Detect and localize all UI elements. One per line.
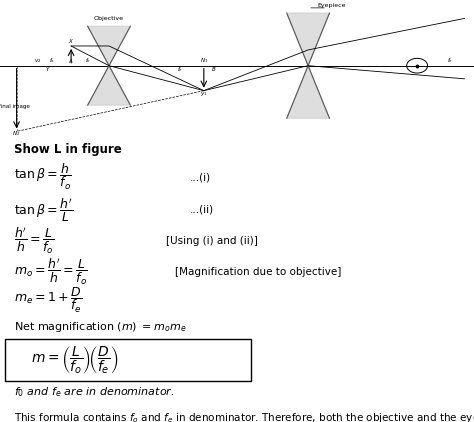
Text: $m_o = \dfrac{h^{\prime}}{h} = \dfrac{L}{f_o}$: $m_o = \dfrac{h^{\prime}}{h} = \dfrac{L}… [14,257,88,287]
Text: $m_e = 1 + \dfrac{D}{f_e}$: $m_e = 1 + \dfrac{D}{f_e}$ [14,286,83,315]
Text: Show L in figure: Show L in figure [14,143,122,156]
Text: Net magnification $(m)$ $= m_o m_e$: Net magnification $(m)$ $= m_o m_e$ [14,320,187,334]
Text: ...(ii): ...(ii) [190,205,214,215]
Text: $v_2$: $v_2$ [34,57,42,65]
Text: $f_0$ and $f_e$ are in denominator.: $f_0$ and $f_e$ are in denominator. [14,385,175,399]
Text: $f_o$: $f_o$ [85,57,91,65]
Text: $N_1$: $N_1$ [200,57,208,65]
Text: $N_2$: $N_2$ [12,129,21,138]
Text: $f_e$: $f_e$ [177,65,183,74]
Bar [5,338,251,381]
Text: Final image: Final image [0,104,29,109]
Text: $B$: $B$ [210,65,216,73]
Text: $A$: $A$ [68,57,74,65]
Text: $X$: $X$ [68,37,74,45]
Text: $\tan \beta = \dfrac{h}{f_o}$: $\tan \beta = \dfrac{h}{f_o}$ [14,162,72,192]
Polygon shape [287,13,329,118]
Text: $\dfrac{h^{\prime}}{h} = \dfrac{L}{f_o}$: $\dfrac{h^{\prime}}{h} = \dfrac{L}{f_o}$ [14,226,55,256]
Text: $m = \left(\dfrac{L}{f_o}\right)\!\left(\dfrac{D}{f_e}\right)$: $m = \left(\dfrac{L}{f_o}\right)\!\left(… [31,344,118,376]
Text: Eyepiece: Eyepiece [318,3,346,8]
Text: Objective: Objective [94,16,124,21]
Text: ...(i): ...(i) [190,173,211,182]
Text: $y_1$: $y_1$ [200,89,208,97]
Text: [Magnification due to objective]: [Magnification due to objective] [175,267,342,277]
Text: [Using (i) and (ii)]: [Using (i) and (ii)] [166,236,258,246]
Text: $\tan \beta = \dfrac{h^{\prime}}{L}$: $\tan \beta = \dfrac{h^{\prime}}{L}$ [14,196,74,224]
Text: $f_o$: $f_o$ [49,57,55,65]
Text: This formula contains $f_o$ and $f_e$ in denominator. Therefore, both the object: This formula contains $f_o$ and $f_e$ in… [14,411,474,422]
Polygon shape [88,26,130,105]
Text: $Y$: $Y$ [45,65,50,73]
Text: $f_e$: $f_e$ [447,56,453,65]
